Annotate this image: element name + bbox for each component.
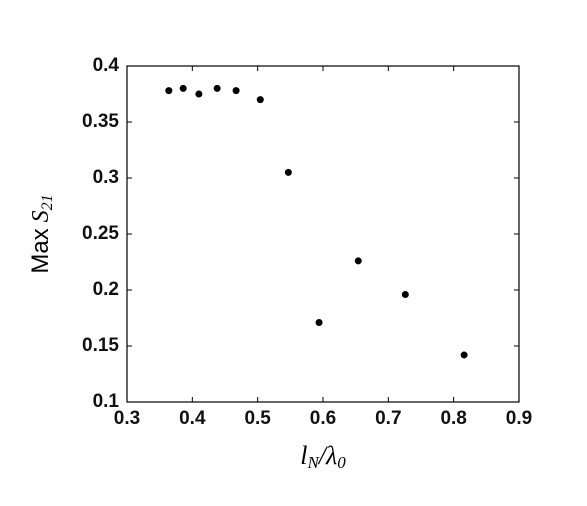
point — [195, 90, 203, 98]
y-tick-label: 0.2 — [93, 279, 119, 300]
x-tick-label: 0.5 — [244, 408, 271, 429]
x-tick-label: 0.9 — [506, 408, 532, 429]
x-label-subscript: N — [306, 453, 320, 472]
y-label-subscript: 21 — [39, 194, 56, 210]
point — [460, 351, 468, 359]
y-tick-label: 0.15 — [82, 335, 119, 356]
point — [256, 96, 264, 104]
plot-frame — [126, 65, 520, 403]
y-tick-label: 0.35 — [82, 111, 119, 132]
point — [232, 87, 240, 95]
point — [165, 87, 173, 95]
point — [213, 84, 221, 92]
x-axis-label: lN/λ0 — [300, 441, 346, 472]
x-label-subscript: 0 — [337, 453, 346, 472]
point — [315, 318, 323, 326]
x-label-symbol: λ — [325, 441, 337, 470]
x-label-symbol: l — [300, 441, 307, 470]
point — [179, 84, 187, 92]
y-axis-label: Max S21 — [27, 194, 55, 273]
y-label-symbol: S — [28, 210, 54, 222]
point — [401, 290, 409, 298]
y-tick-label: 0.25 — [82, 223, 119, 244]
point — [284, 168, 292, 176]
y-tick-label: 0.3 — [93, 167, 119, 188]
x-label-slash: / — [317, 441, 329, 470]
x-tick-label: 0.7 — [375, 408, 401, 429]
y-label-text: Max — [27, 228, 54, 273]
x-tick-label: 0.6 — [310, 408, 336, 429]
y-tick-label: 0.4 — [93, 55, 120, 76]
y-tick-label: 0.1 — [93, 391, 120, 412]
point — [354, 257, 362, 265]
x-tick-label: 0.8 — [440, 408, 466, 429]
x-tick-label: 0.4 — [179, 408, 206, 429]
x-tick-label: 0.3 — [114, 408, 140, 429]
